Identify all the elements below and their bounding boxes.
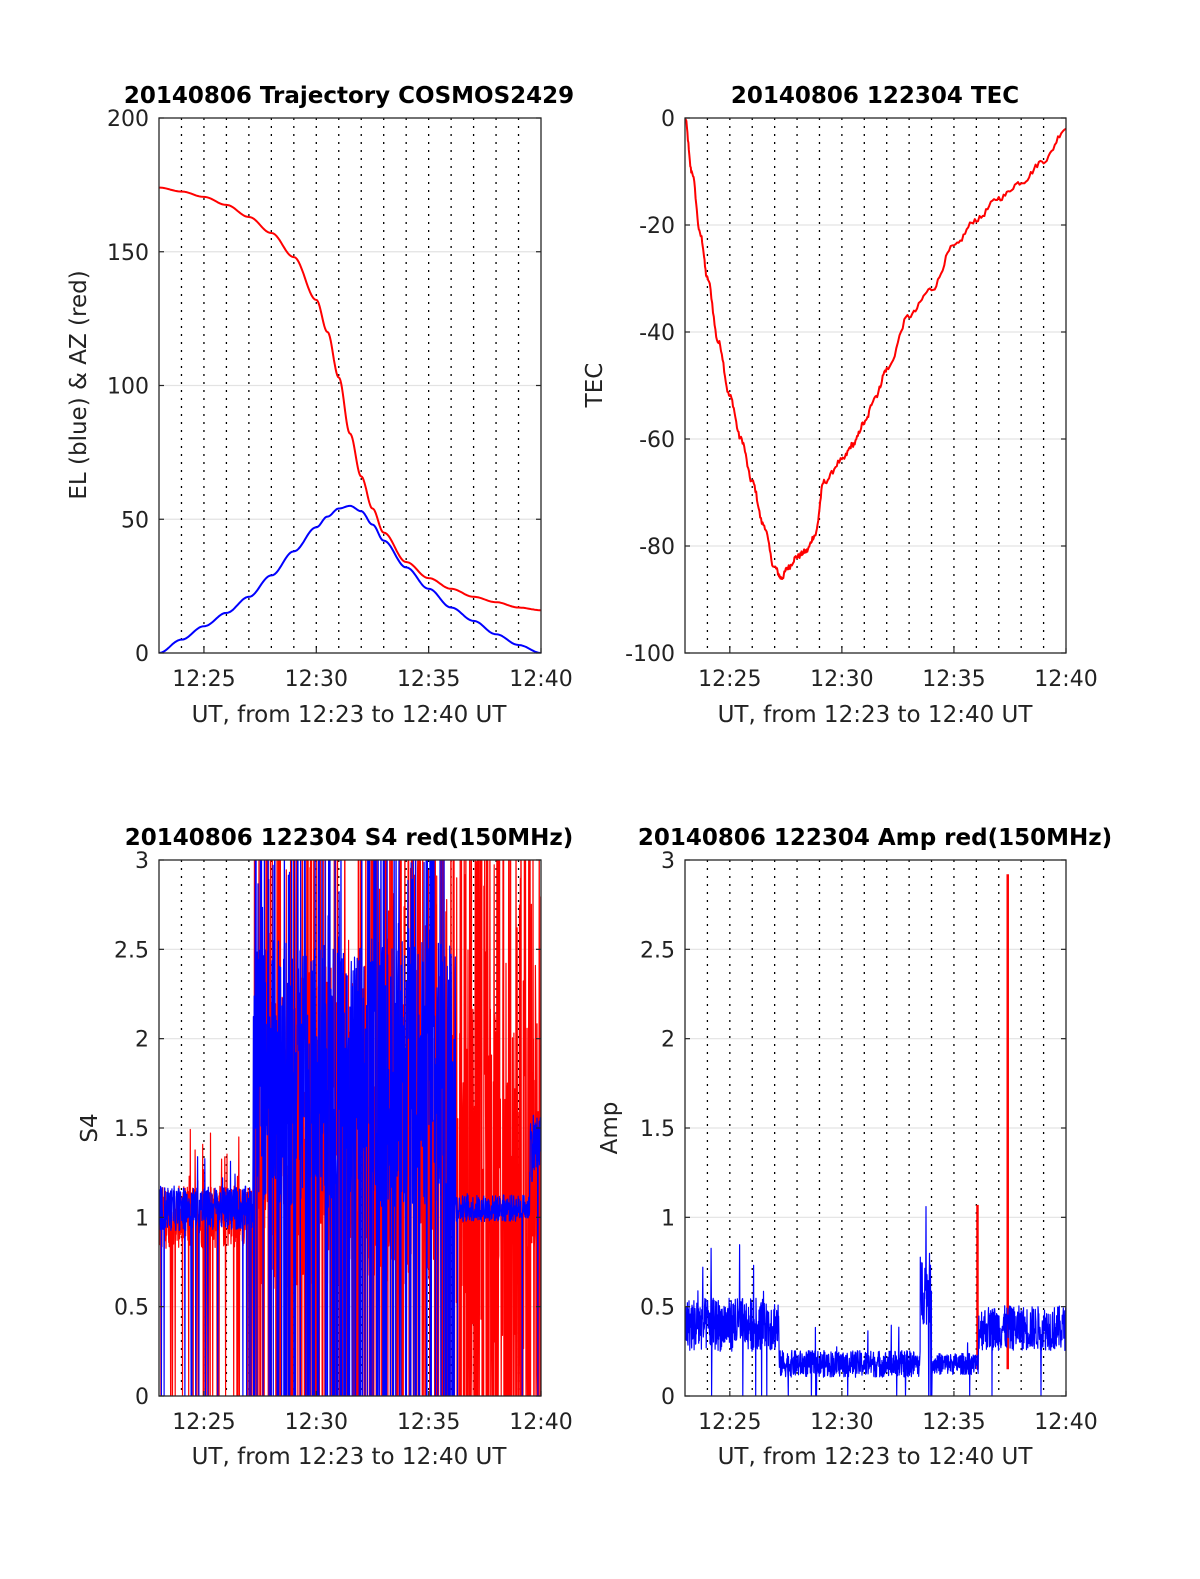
trajectory-plot: 0 50 100 150 200 12:25 12:30 12:35 12:40: [107, 107, 573, 692]
trajectory-xtick-label-3: 12:40: [509, 667, 572, 692]
amp-ytick-label-4: 2: [661, 1028, 675, 1053]
s4-title: 20140806 122304 S4 red(150MHz): [125, 825, 574, 851]
amp-ytick-label-1: 0.5: [640, 1296, 675, 1321]
trajectory-series-0: [159, 186, 541, 612]
s4-ytick-label-0: 0: [135, 1385, 149, 1410]
s4-ytick-label-3: 1.5: [114, 1117, 149, 1142]
tec-ytick-label-2: -60: [639, 428, 675, 453]
tec-xtick-label-0: 12:25: [698, 667, 761, 692]
s4-series-1: [159, 860, 541, 1396]
tec-xlabel: UT, from 12:23 to 12:40 UT: [718, 702, 1034, 728]
amp-xtick-label-1: 12:30: [810, 1410, 873, 1435]
trajectory-title: 20140806 Trajectory COSMOS2429: [124, 83, 574, 109]
s4-xtick-label-0: 12:25: [172, 1410, 235, 1435]
trajectory-ytick-label-2: 100: [107, 375, 149, 400]
tec-series-group: [685, 118, 1066, 580]
s4-ytick-label-1: 0.5: [114, 1296, 149, 1321]
trajectory-ylabel: EL (blue) & AZ (red): [66, 270, 92, 499]
amp-xtick-label-2: 12:35: [922, 1410, 985, 1435]
tec-series-0: [685, 118, 1066, 580]
amp-plot: 0 0.5 1 1.5 2 2.5 3 12:25 12:30 12:35 12:40: [640, 849, 1098, 1435]
s4-series-group: [159, 860, 541, 1396]
s4-ytick-label-4: 2: [135, 1028, 149, 1053]
amp-series-group: [685, 874, 1066, 1396]
s4-xtick-label-1: 12:30: [285, 1410, 348, 1435]
amp-ytick-label-0: 0: [661, 1385, 675, 1410]
amp-series-1: [685, 1206, 1066, 1396]
amp-xtick-label-0: 12:25: [698, 1410, 761, 1435]
trajectory-xtick-label-2: 12:35: [397, 667, 460, 692]
tec-ytick-label-1: -80: [639, 535, 675, 560]
amp-ylabel: Amp: [597, 1102, 623, 1155]
amp-ytick-label-2: 1: [661, 1206, 675, 1231]
s4-ylabel: S4: [77, 1113, 103, 1142]
s4-xtick-label-2: 12:35: [397, 1410, 460, 1435]
s4-xlabel: UT, from 12:23 to 12:40 UT: [192, 1444, 508, 1470]
trajectory-series-group: [159, 186, 541, 653]
amp-ytick-label-3: 1.5: [640, 1117, 675, 1142]
trajectory-ytick-label-1: 50: [121, 508, 149, 533]
trajectory-ytick-label-0: 0: [135, 642, 149, 667]
tec-plot: -100 -80 -60 -40 -20 0 12:25 12:30 12:35 12:40: [625, 107, 1098, 692]
s4-plot: 0 0.5 1 1.5 2 2.5 3 12:25 12:30 12:35 12:40: [114, 849, 573, 1435]
tec-xtick-label-1: 12:30: [810, 667, 873, 692]
amp-xtick-label-3: 12:40: [1034, 1410, 1097, 1435]
trajectory-ytick-label-4: 200: [107, 107, 149, 132]
tec-xtick-label-3: 12:40: [1034, 667, 1097, 692]
trajectory-ytick-label-3: 150: [107, 241, 149, 266]
tec-ytick-label-5: 0: [661, 107, 675, 132]
trajectory-series-1: [159, 504, 541, 653]
tec-ytick-label-3: -40: [639, 321, 675, 346]
tec-ytick-label-4: -20: [639, 214, 675, 239]
tec-ytick-label-0: -100: [625, 642, 675, 667]
s4-ytick-label-6: 3: [135, 849, 149, 874]
trajectory-xlabel: UT, from 12:23 to 12:40 UT: [192, 702, 508, 728]
tec-title: 20140806 122304 TEC: [731, 83, 1019, 109]
tec-xtick-label-2: 12:35: [922, 667, 985, 692]
s4-ytick-label-2: 1: [135, 1206, 149, 1231]
trajectory-xtick-label-0: 12:25: [172, 667, 235, 692]
tec-frame: [684, 117, 1067, 654]
amp-ytick-label-5: 2.5: [640, 938, 675, 963]
amp-ytick-label-6: 3: [661, 849, 675, 874]
amp-title: 20140806 122304 Amp red(150MHz): [638, 825, 1112, 851]
amp-xlabel: UT, from 12:23 to 12:40 UT: [718, 1444, 1034, 1470]
trajectory-xtick-label-1: 12:30: [285, 667, 348, 692]
tec-ylabel: TEC: [582, 363, 608, 409]
s4-xtick-label-3: 12:40: [509, 1410, 572, 1435]
s4-ytick-label-5: 2.5: [114, 938, 149, 963]
